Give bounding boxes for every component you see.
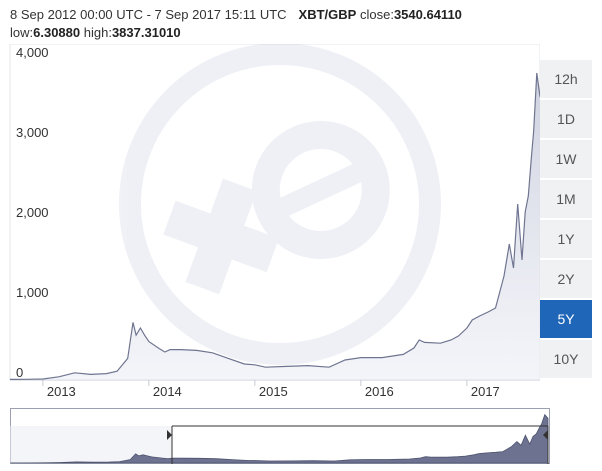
chart-header: 8 Sep 2012 00:00 UTC - 7 Sep 2017 15:11 … [10,6,462,42]
x-tick-label: 2015 [259,384,288,399]
watermark-logo [119,44,441,365]
range-button-12h[interactable]: 12h [540,60,592,98]
low-label: low: [10,25,34,40]
high-value: 3837.31010 [111,25,181,40]
navigator-chart[interactable] [10,408,550,464]
y-tick-label: 2,000 [16,205,49,220]
y-tick-label: 1,000 [16,285,49,300]
range-selector: 12h 1D 1W 1M 1Y 2Y 5Y 10Y [540,60,595,380]
navigator-handle-left[interactable] [167,430,172,440]
x-tick-label: 2017 [471,384,500,399]
range-button-2y[interactable]: 2Y [540,260,592,298]
close-label: close: [359,7,394,22]
date-range: 8 Sep 2012 00:00 UTC - 7 Sep 2017 15:11 … [10,7,287,22]
header-line-1: 8 Sep 2012 00:00 UTC - 7 Sep 2017 15:11 … [10,6,462,24]
x-axis: 2013 2014 2015 2016 2017 [10,379,540,399]
low-value: 6.30880 [33,25,81,40]
navigator-handle-right[interactable] [543,430,548,440]
series-area [10,73,540,380]
y-tick-label: 0 [16,365,23,380]
y-axis: 0 1,000 2,000 3,000 4,000 [16,45,49,380]
currency-pair: XBT/GBP [298,7,357,22]
range-button-1m[interactable]: 1M [540,180,592,218]
close-value: 3540.64110 [393,7,462,22]
range-button-1y[interactable]: 1Y [540,220,592,258]
x-tick-label: 2013 [47,384,76,399]
header-line-2: low:6.30880 high:3837.31010 [10,24,462,42]
range-button-5y[interactable]: 5Y [540,300,592,338]
x-tick-label: 2014 [153,384,182,399]
range-button-1d[interactable]: 1D [540,100,592,138]
y-tick-label: 3,000 [16,125,49,140]
y-tick-label: 4,000 [16,45,49,60]
series-layer [9,72,540,380]
x-tick-label: 2016 [365,384,394,399]
high-label: high: [83,25,112,40]
plot-frame [9,44,540,381]
series-line [9,72,540,380]
range-button-1w[interactable]: 1W [540,140,592,178]
navigator-series [10,413,549,464]
navigator-area [10,413,549,464]
range-button-10y[interactable]: 10Y [540,340,592,378]
